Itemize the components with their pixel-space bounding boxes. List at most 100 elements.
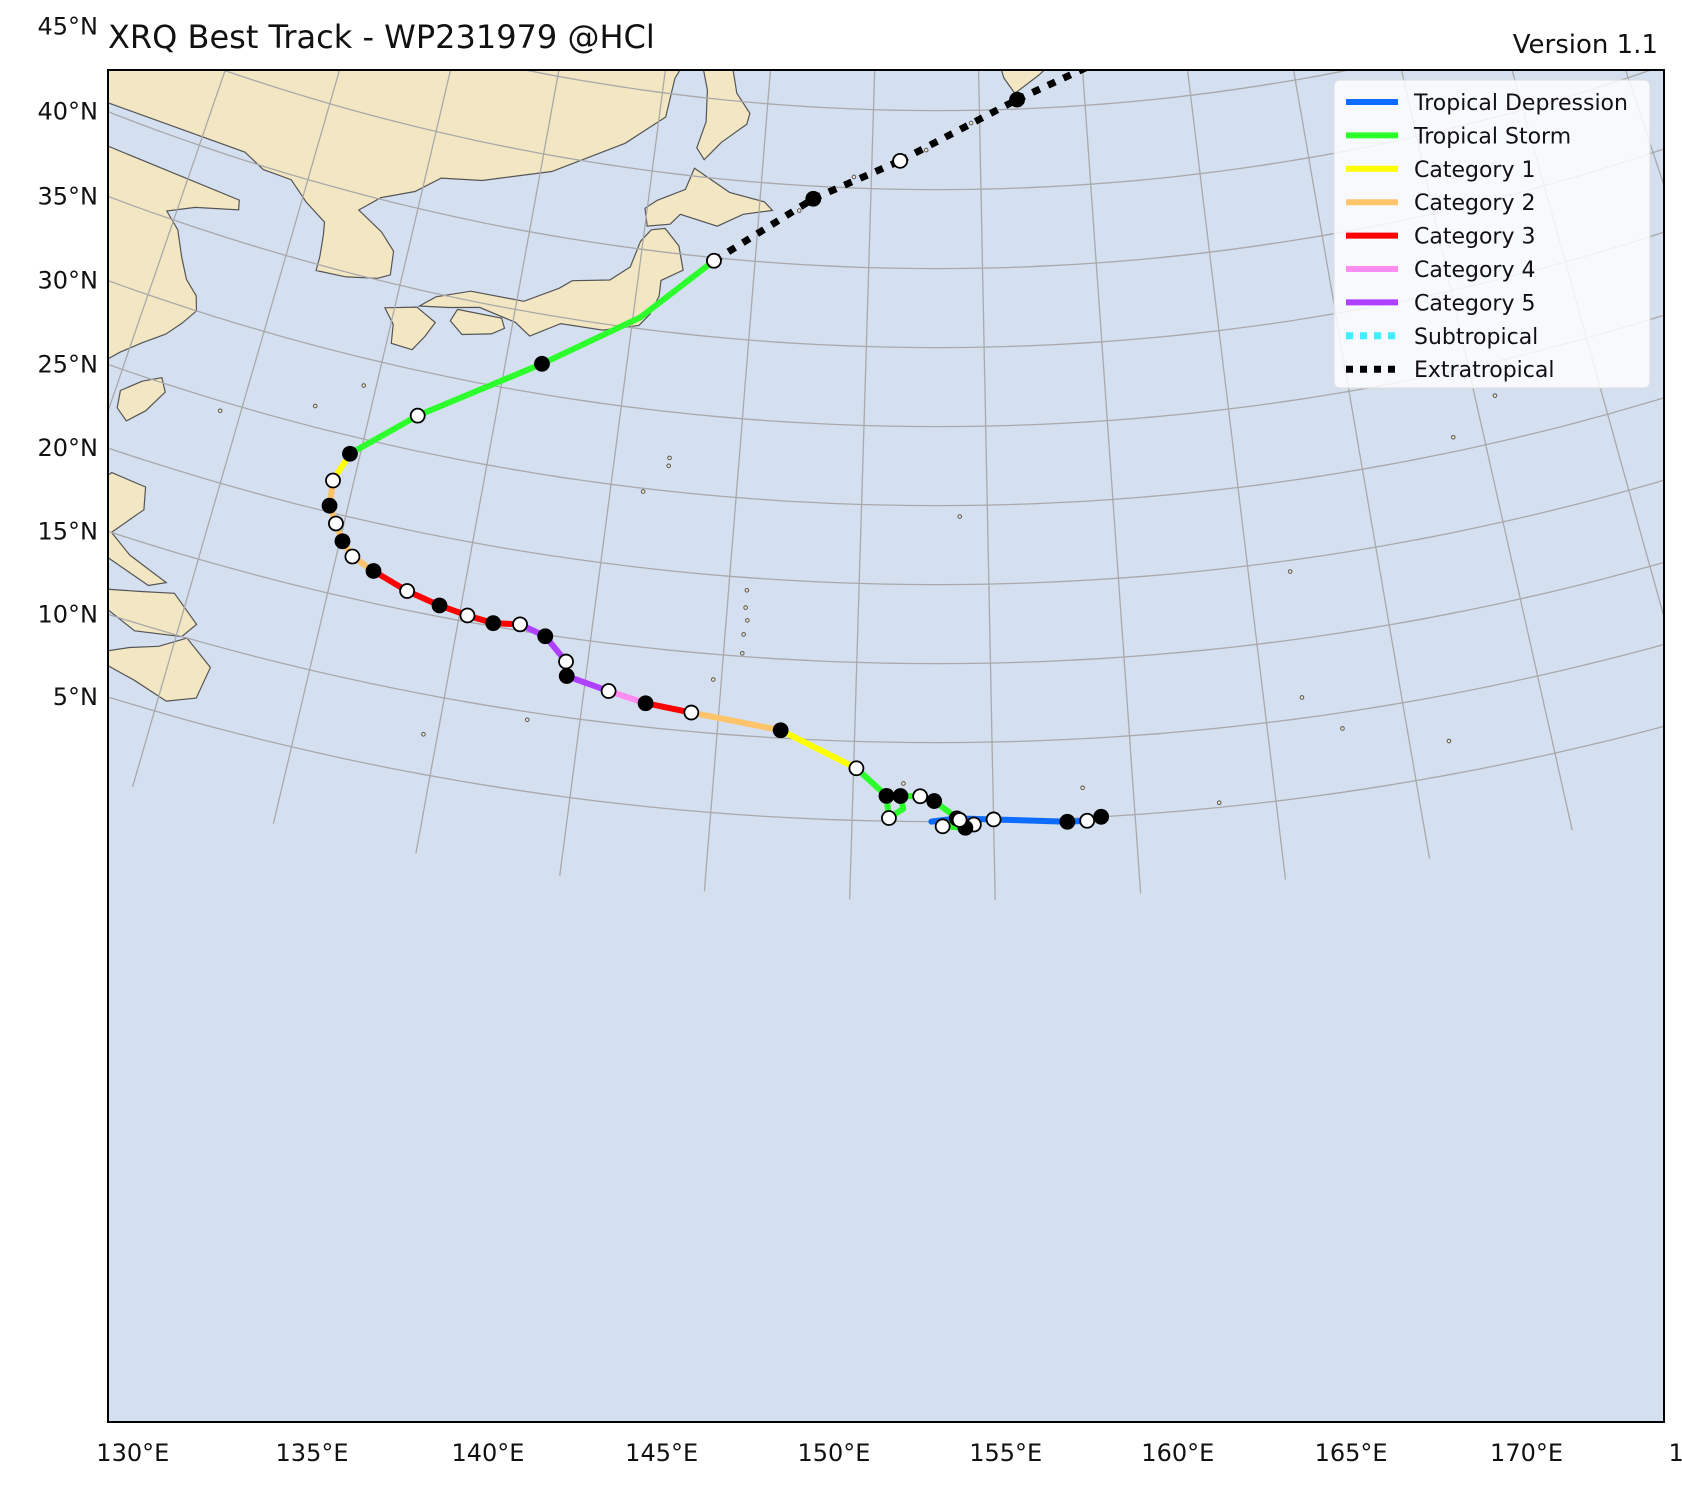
- island: [1429, 10, 1433, 14]
- track-segment-category-2: [688, 709, 784, 734]
- track-point-filled: [431, 597, 448, 614]
- legend-label: Extratropical: [1414, 358, 1555, 383]
- legend-label: Category 2: [1414, 191, 1535, 216]
- latitude-tick-label: 15°N: [38, 517, 99, 545]
- parallel-line: [108, 613, 1664, 744]
- track-point-open: [683, 704, 700, 721]
- longitude-labels: 125°E130°E135°E140°E145°E150°E155°E160°E…: [96, 1439, 1682, 1467]
- track-point-open: [892, 152, 909, 169]
- longitude-tick-label: 155°E: [969, 1439, 1042, 1467]
- track-segment-tropical-storm: [538, 314, 644, 367]
- track-point-filled: [534, 355, 550, 372]
- island: [1340, 726, 1345, 731]
- land-asia-mainland: [108, 70, 681, 279]
- map-title: XRQ Best Track - WP231979 @HCl: [108, 18, 655, 56]
- track-segment-tropical-storm: [346, 412, 421, 457]
- track-segment-tropical-storm: [637, 257, 717, 321]
- parallel-line: [87, 0, 1682, 32]
- track-segment-tropical-depression: [990, 816, 1071, 825]
- track-markers: [321, 43, 1132, 836]
- track-point-filled: [342, 445, 358, 462]
- track-point-filled: [1009, 91, 1026, 108]
- longitude-tick-label: 140°E: [452, 1439, 525, 1467]
- track-point-open: [325, 472, 341, 489]
- longitude-tick-label: 165°E: [1315, 1439, 1388, 1467]
- island: [1287, 569, 1293, 574]
- island: [901, 781, 906, 786]
- track-point-open: [459, 607, 476, 624]
- track-point-open: [912, 788, 929, 805]
- legend-label: Category 4: [1414, 258, 1535, 283]
- track-point-filled: [334, 533, 351, 550]
- track-segment-extratropical: [898, 96, 1019, 164]
- version-label: Version 1.1: [1512, 30, 1658, 60]
- land-luzon: [108, 471, 168, 587]
- latitude-tick-label: 10°N: [38, 600, 99, 628]
- island: [1343, 22, 1347, 26]
- track-point-open: [1079, 812, 1096, 829]
- track-point-filled: [805, 190, 822, 207]
- island: [741, 632, 746, 637]
- track-point-filled: [892, 788, 909, 804]
- track-point-open: [409, 407, 426, 424]
- parallel-line: [521, 70, 1353, 112]
- track-point-filled: [1059, 813, 1076, 830]
- island: [361, 383, 367, 388]
- island: [1204, 12, 1208, 16]
- island: [1080, 785, 1085, 791]
- track-point-open: [512, 616, 528, 633]
- meridian-line: [108, 70, 226, 414]
- legend: Tropical Depression Tropical Storm Categor…: [1333, 79, 1651, 389]
- land-sakhalin: [696, 70, 751, 161]
- land-layer: [0, 10, 1498, 805]
- island: [1450, 434, 1456, 440]
- land-shikoku: [449, 308, 506, 336]
- track-point-open: [399, 583, 416, 599]
- track-segment-extratropical: [1125, 15, 1264, 50]
- latitude-tick-label: 40°N: [38, 98, 99, 126]
- track-point-filled: [365, 563, 382, 579]
- island: [796, 208, 802, 213]
- island: [667, 455, 672, 461]
- meridian-line: [559, 70, 667, 876]
- track-point-open: [600, 683, 617, 699]
- parallel-line: [108, 447, 1664, 586]
- track-segment-category-1: [777, 727, 860, 772]
- land-palawan: [0, 567, 40, 592]
- track-point-open: [848, 760, 865, 777]
- island: [1216, 800, 1222, 805]
- latitude-tick-label: 30°N: [38, 267, 99, 295]
- island: [1446, 738, 1452, 744]
- track-point-filled: [558, 668, 575, 684]
- land-mindanao: [108, 637, 212, 702]
- track-point-open: [706, 252, 722, 269]
- meridian-line: [703, 70, 772, 892]
- meridian-line: [272, 70, 452, 824]
- legend-label: Subtropical: [1414, 325, 1538, 350]
- island: [923, 147, 929, 153]
- longitude-tick-label: 135°E: [276, 1439, 349, 1467]
- track-point-open: [934, 818, 951, 835]
- longitude-tick-label: 175°E: [1669, 1439, 1682, 1467]
- latitude-tick-label: 20°N: [38, 434, 99, 462]
- latitude-tick-label: 5°N: [53, 683, 98, 711]
- meridian-line: [131, 70, 341, 787]
- track-segment-tropical-storm: [414, 360, 545, 419]
- track-segment-extratropical: [1015, 70, 1090, 103]
- island: [743, 605, 748, 610]
- land-taiwan: [116, 377, 166, 422]
- map-frame: [107, 69, 1665, 1423]
- longitude-tick-label: 145°E: [625, 1439, 698, 1467]
- track-point-filled: [878, 787, 895, 804]
- parallel-line: [108, 696, 1664, 823]
- longitude-tick-label: 150°E: [797, 1439, 870, 1467]
- island: [524, 717, 530, 723]
- track-point-open: [1118, 43, 1132, 57]
- land-kamchatka: [1000, 70, 1046, 95]
- legend-box: [1333, 79, 1651, 389]
- island: [745, 618, 750, 623]
- island: [739, 651, 745, 656]
- meridian-line: [849, 70, 876, 900]
- land-kyushu: [383, 306, 437, 351]
